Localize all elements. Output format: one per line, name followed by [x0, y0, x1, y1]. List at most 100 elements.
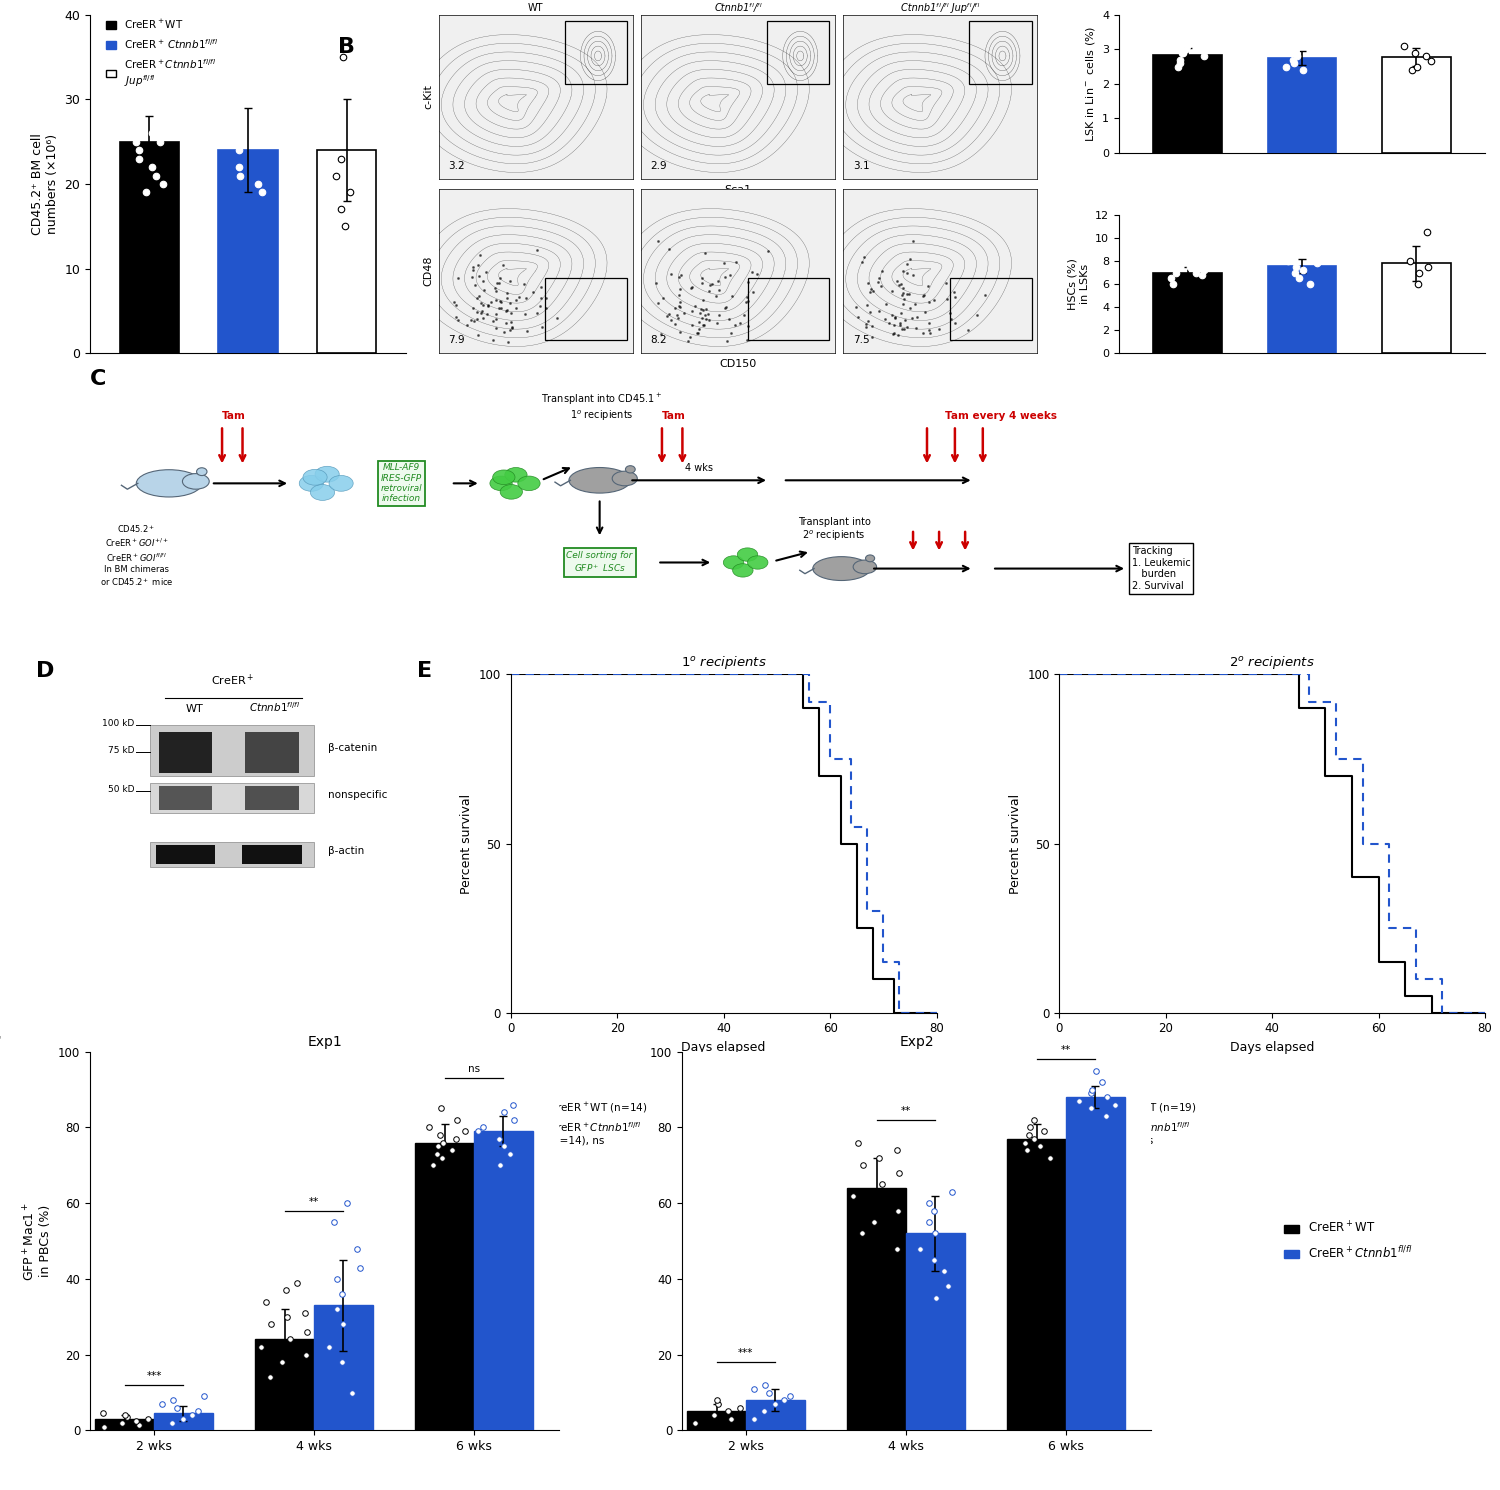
Point — [330, 1281, 354, 1305]
Point — [498, 1141, 522, 1165]
Point — [1388, 4, 1411, 28]
Bar — [154, 1414, 213, 1430]
Point — [278, 1328, 302, 1351]
Point — [1191, 45, 1215, 69]
Bar — [150, 782, 314, 814]
Text: E: E — [417, 662, 432, 681]
Text: Cell sorting for
GFP$^+$ LSCs: Cell sorting for GFP$^+$ LSCs — [567, 551, 633, 574]
Title: Exp1: Exp1 — [308, 1036, 342, 1049]
Text: CreER$^+$: CreER$^+$ — [211, 672, 255, 688]
Bar — [1382, 264, 1450, 353]
Ellipse shape — [612, 471, 638, 486]
Text: ns: ns — [468, 1064, 480, 1074]
Point — [1192, 22, 1216, 46]
Point — [1170, 40, 1194, 64]
Point — [339, 1381, 363, 1405]
Point — [1449, 0, 1473, 12]
Text: C: C — [90, 370, 106, 389]
Point — [716, 1399, 740, 1423]
Point — [1168, 51, 1192, 74]
Point — [328, 146, 352, 170]
Point — [429, 1097, 453, 1120]
Point — [1046, 30, 1070, 54]
Y-axis label: CD48: CD48 — [423, 256, 433, 286]
Point — [492, 1100, 516, 1123]
Point — [192, 1384, 216, 1408]
Point — [134, 180, 158, 204]
Point — [471, 1116, 495, 1140]
Ellipse shape — [568, 468, 630, 493]
Point — [1164, 261, 1188, 285]
Point — [886, 1161, 910, 1185]
Point — [237, 88, 261, 112]
Legend: CreER$^+$WT (n=19), CreER$^+$$Ctnnb1^{fl/fl}$
(n=20), ns: CreER$^+$WT (n=19), CreER$^+$$Ctnnb1^{fl… — [1065, 1097, 1200, 1149]
Legend: CreER$^+$WT, CreER$^+$ $Ctnnb1^{fl/fl}$, CreER$^+$$Ctnnb1^{fl/fl}$
$Jup^{fl/fl}$: CreER$^+$WT, CreER$^+$ $Ctnnb1^{fl/fl}$,… — [102, 13, 224, 92]
Point — [1256, 0, 1280, 3]
Title: $1^o$ recipients: $1^o$ recipients — [681, 654, 766, 670]
Bar — [906, 1234, 964, 1430]
Point — [148, 130, 172, 153]
Bar — [242, 845, 302, 864]
Point — [1293, 31, 1317, 55]
Point — [114, 1405, 138, 1429]
Text: **: ** — [902, 1106, 910, 1116]
Text: CD45.2$^+$
CreER$^+$$GOI^{+/+}$
CreER$^+$$GOI^{fl/fl}$
In BM chimeras
or CD45.2$: CD45.2$^+$ CreER$^+$$GOI^{+/+}$ CreER$^+… — [99, 523, 174, 587]
Y-axis label: HSCs (%)
in LSKs: HSCs (%) in LSKs — [1068, 258, 1089, 310]
Point — [1196, 7, 1219, 31]
Bar — [244, 732, 298, 773]
Bar — [156, 845, 214, 864]
Point — [1184, 261, 1208, 285]
Point — [230, 130, 254, 153]
Text: Transplant into
2$^o$ recipients: Transplant into 2$^o$ recipients — [798, 517, 870, 544]
Text: 3.2: 3.2 — [448, 161, 465, 171]
Point — [160, 1411, 184, 1435]
Y-axis label: c-Kit: c-Kit — [423, 85, 433, 109]
Point — [1162, 27, 1186, 51]
Bar — [746, 1401, 804, 1430]
Point — [180, 1404, 204, 1427]
Point — [322, 1210, 346, 1234]
Legend: CreER$^+$WT, CreER$^+$$Ctnnb1^{fl/fl}$: CreER$^+$WT, CreER$^+$$Ctnnb1^{fl/fl}$ — [1280, 1216, 1418, 1266]
Text: ***: *** — [147, 1371, 162, 1381]
Point — [1161, 273, 1185, 297]
Point — [330, 1350, 354, 1374]
Ellipse shape — [136, 469, 202, 498]
Point — [1178, 48, 1202, 72]
Point — [916, 1210, 940, 1234]
Point — [1134, 24, 1158, 48]
Point — [1104, 1092, 1128, 1116]
Point — [742, 1407, 766, 1430]
Point — [1298, 273, 1322, 297]
Point — [501, 1109, 525, 1132]
Text: F: F — [0, 1037, 2, 1056]
Point — [140, 155, 164, 179]
Point — [1196, 12, 1219, 36]
Point — [916, 1191, 940, 1214]
Point — [150, 171, 174, 195]
Ellipse shape — [865, 554, 874, 562]
Point — [186, 1399, 210, 1423]
Point — [144, 113, 168, 137]
Point — [764, 1392, 788, 1416]
Text: 75 kD: 75 kD — [108, 746, 135, 755]
Point — [326, 1298, 350, 1322]
Point — [1154, 146, 1178, 170]
Text: Transplant into CD45.1$^+$
1$^o$ recipients: Transplant into CD45.1$^+$ 1$^o$ recipie… — [542, 392, 662, 423]
Bar — [1154, 273, 1222, 353]
Point — [862, 1210, 886, 1234]
Point — [1190, 115, 1214, 139]
Point — [1287, 267, 1311, 291]
Circle shape — [303, 469, 327, 486]
Point — [1414, 45, 1438, 69]
Point — [1306, 34, 1330, 58]
Point — [850, 1153, 874, 1177]
Point — [1179, 255, 1203, 279]
Point — [426, 1141, 450, 1165]
Point — [1407, 261, 1431, 285]
Text: **: ** — [1060, 1046, 1071, 1055]
Circle shape — [738, 548, 758, 562]
Point — [466, 1119, 490, 1143]
Text: Tam: Tam — [662, 411, 686, 422]
Point — [1172, 40, 1196, 64]
Point — [1080, 1082, 1104, 1106]
